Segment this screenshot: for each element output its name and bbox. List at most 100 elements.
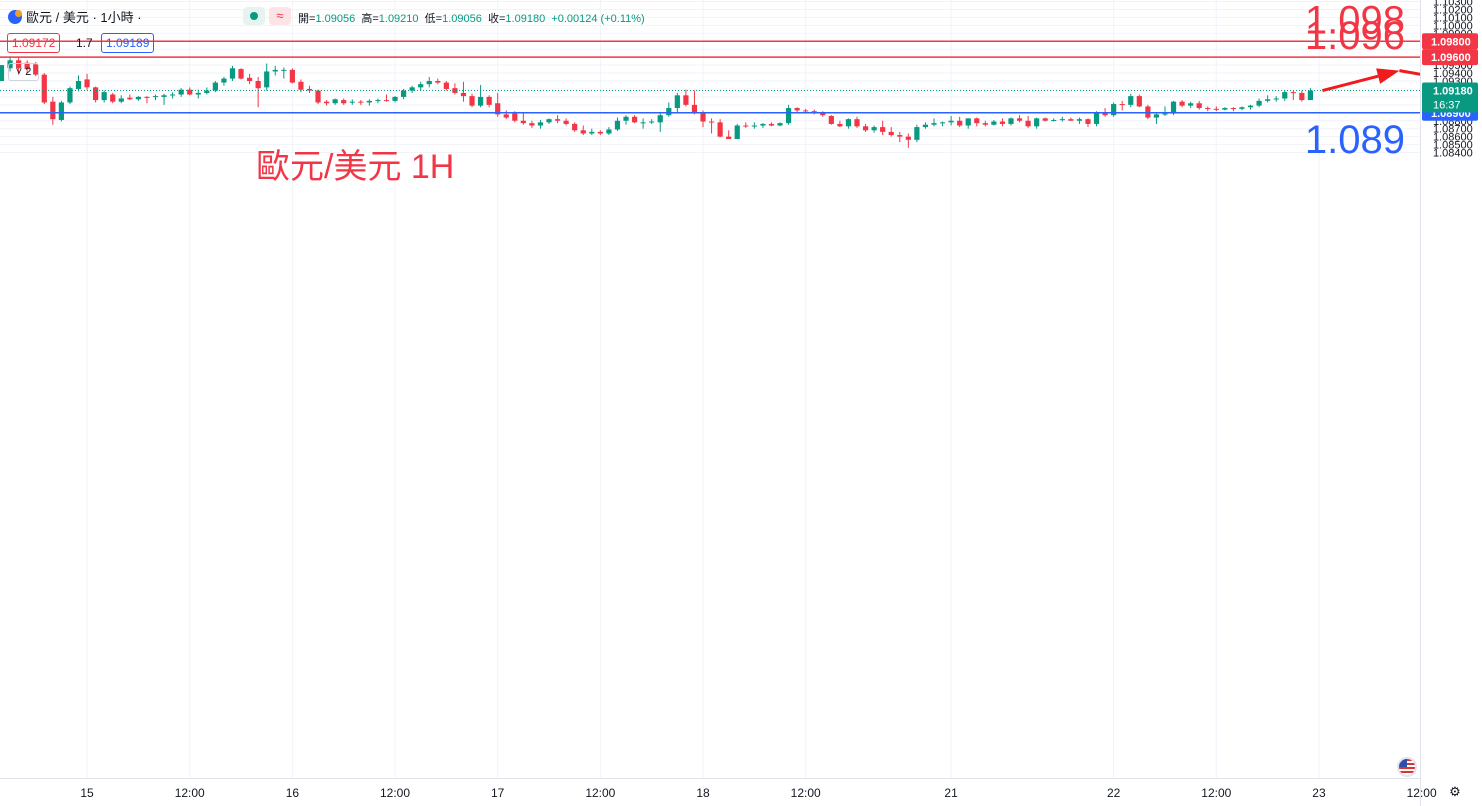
candle	[1145, 104, 1151, 120]
candle-body	[1213, 108, 1219, 110]
candle	[880, 120, 886, 136]
candle-body	[127, 97, 133, 100]
candle-body	[366, 100, 372, 103]
candle-body	[135, 96, 141, 100]
candle-body	[666, 108, 672, 116]
candle	[820, 111, 826, 117]
candle	[272, 65, 278, 76]
candle-body	[212, 82, 218, 91]
candle	[1188, 101, 1194, 109]
candle-body	[315, 90, 321, 103]
candle	[400, 88, 407, 100]
candle	[957, 116, 963, 128]
wave-icon[interactable]: ≈	[269, 7, 291, 25]
candle-body	[323, 101, 330, 104]
candle	[854, 116, 860, 128]
candle-body	[965, 118, 971, 126]
candle	[204, 87, 210, 95]
candle-body	[1145, 106, 1151, 118]
time-tick: 12:00	[585, 786, 615, 800]
price-tick: 1.10300	[1433, 0, 1473, 9]
candle-body	[229, 68, 236, 79]
candle-body	[75, 81, 82, 89]
buy-price-button[interactable]: 1.09189	[101, 33, 155, 53]
candle-body	[383, 100, 390, 102]
price-axis[interactable]: 1.084001.085001.086001.087001.088001.089…	[1420, 0, 1482, 806]
resistance-1-tag: 1.09600	[1431, 52, 1471, 64]
candle-body	[974, 118, 980, 124]
candle-body	[1025, 120, 1031, 127]
candle-body	[1085, 119, 1091, 124]
candle	[811, 109, 817, 115]
candle	[554, 115, 561, 124]
candle-body	[726, 136, 732, 140]
candle	[366, 99, 372, 106]
ohlc-low: 1.09056	[442, 13, 482, 25]
candle-body	[204, 90, 210, 93]
candle	[1034, 117, 1040, 129]
chart-title: 歐元/美元 1H	[256, 148, 454, 186]
candle	[67, 86, 73, 105]
candle-body	[820, 112, 826, 116]
candle-body	[717, 122, 723, 137]
candle-body	[41, 74, 47, 103]
candle	[93, 86, 99, 103]
candle	[255, 77, 261, 108]
candle-body	[991, 121, 997, 125]
candle-body	[332, 99, 338, 104]
candle	[657, 112, 663, 132]
candle-body	[1042, 118, 1048, 121]
candle	[246, 73, 253, 85]
indicators-toggle[interactable]: ˅ 2	[8, 63, 39, 81]
candle	[794, 107, 800, 113]
candle-body	[905, 136, 911, 140]
time-tick: 22	[1107, 786, 1121, 800]
us-flag-icon[interactable]	[1397, 757, 1417, 777]
candle	[1051, 118, 1057, 122]
symbol-title[interactable]: 歐元 / 美元 · 1小時 ·	[8, 7, 142, 26]
candle-body	[161, 95, 167, 97]
candle	[683, 89, 689, 107]
candle-body	[803, 110, 809, 112]
candle	[837, 120, 843, 128]
ohlc-high: 1.09210	[378, 13, 419, 25]
candle	[1076, 117, 1083, 124]
candle-body	[409, 87, 415, 91]
ohlc-close: 1.09180	[505, 13, 546, 25]
candle	[623, 115, 629, 125]
candle-body	[221, 78, 227, 83]
candle-body	[503, 114, 509, 118]
resistance-2-tag-bg	[1422, 33, 1478, 50]
candle-body	[897, 135, 903, 137]
time-axis[interactable]: 15 12:00 16 12:00 17 12:00 18 12:00 21 22 12:00 23 1…	[0, 778, 1482, 801]
candle	[84, 73, 90, 90]
candle-body	[110, 94, 116, 102]
ohlc-open: 1.09056	[315, 13, 356, 25]
candle	[0, 65, 5, 81]
candle-body	[1205, 108, 1211, 110]
candle-body	[520, 120, 526, 124]
sell-price-button[interactable]: 1.09172	[7, 33, 61, 53]
candle-body	[537, 122, 544, 126]
candle	[101, 90, 107, 103]
candle-body	[768, 123, 775, 126]
projection-arrowhead	[1376, 68, 1400, 84]
market-open-icon[interactable]	[243, 7, 265, 25]
candle-body	[760, 123, 766, 126]
gear-icon[interactable]: ⚙	[1449, 784, 1461, 799]
time-tick: 17	[491, 786, 505, 800]
candle	[332, 98, 338, 105]
candle-body	[1265, 99, 1271, 101]
candle-body	[58, 102, 64, 120]
candle-body	[957, 120, 963, 126]
candle-body	[931, 123, 937, 125]
candle-body	[400, 90, 407, 97]
candle	[1111, 102, 1117, 117]
candle	[1153, 113, 1160, 124]
candle-body	[922, 124, 929, 128]
candle	[760, 123, 766, 128]
candle-body	[486, 96, 492, 105]
spread-value: 1.7	[76, 36, 93, 50]
candle	[520, 112, 526, 125]
